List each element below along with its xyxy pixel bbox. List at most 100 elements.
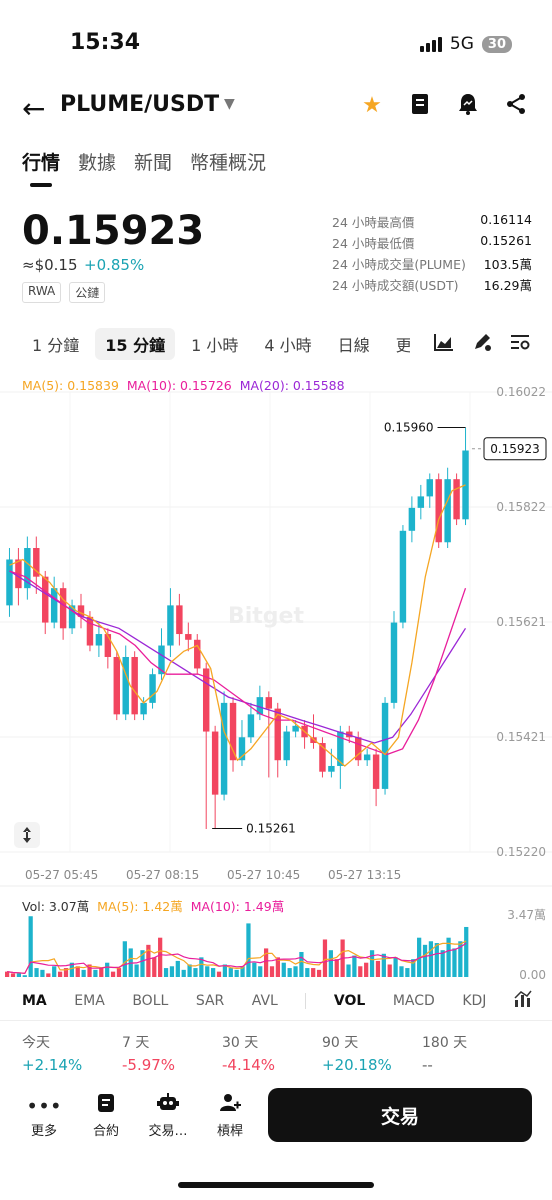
volume-bar	[393, 957, 398, 977]
tab-news[interactable]: 新聞	[134, 152, 173, 174]
contract-button[interactable]: 合約	[84, 1092, 128, 1139]
candle	[453, 479, 460, 520]
ind-boll[interactable]: BOLL	[132, 993, 169, 1009]
volume-bar	[169, 966, 175, 977]
candle	[426, 479, 433, 497]
ma10-legend: MA(10): 0.15726	[126, 378, 232, 393]
chart-type-icon[interactable]	[433, 333, 454, 355]
volume-bar	[240, 966, 245, 977]
vol-ma5-line	[7, 940, 467, 975]
candle	[24, 548, 31, 589]
volume-bar	[452, 948, 457, 977]
ind-sar[interactable]: SAR	[195, 993, 225, 1009]
ind-divider	[305, 993, 307, 1009]
tag-rwa[interactable]: RWA	[22, 282, 62, 303]
margin-button[interactable]: 槓桿	[208, 1092, 252, 1139]
alert-bell-icon[interactable]	[454, 92, 482, 120]
ind-ma[interactable]: MA	[22, 993, 47, 1009]
x-tick-label: 05-27 05:45	[25, 868, 98, 882]
network-label: 5G	[449, 34, 474, 54]
ma20-line	[9, 570, 467, 744]
volume-bar	[46, 973, 51, 977]
interval-1m[interactable]: 1 分鐘	[32, 336, 80, 355]
candle	[176, 605, 183, 635]
volume-bar	[222, 964, 228, 977]
volume-bar	[281, 962, 286, 977]
volume-bar	[93, 969, 98, 977]
last-price: 0.15923	[22, 208, 205, 254]
volume-bar	[87, 964, 92, 977]
signal-icon	[419, 36, 442, 52]
vol-ma5-label: MA(5): 1.42萬	[97, 899, 183, 914]
more-button[interactable]: ••• 更多	[22, 1092, 66, 1139]
ind-macd[interactable]: MACD	[392, 993, 435, 1009]
y-tick-label: 0.15421	[496, 730, 546, 744]
chevron-down-icon[interactable]: ▼	[224, 96, 235, 112]
volume-bar	[440, 950, 445, 977]
ind-avl[interactable]: AVL	[251, 993, 278, 1009]
volume-bar	[28, 916, 33, 977]
indicator-settings-icon[interactable]	[510, 333, 530, 355]
draw-tool-icon[interactable]	[472, 332, 492, 356]
candle	[211, 731, 219, 795]
status-time: 15:34	[70, 30, 141, 55]
back-arrow-icon[interactable]: ←	[22, 92, 46, 125]
star-icon[interactable]: ★	[362, 93, 382, 118]
candle	[355, 737, 362, 761]
candle	[229, 702, 237, 761]
ind-kdj[interactable]: KDJ	[462, 993, 487, 1009]
interval-more[interactable]: 更多	[395, 336, 410, 355]
volume-bar	[110, 971, 116, 977]
status-bar-right: 5G 30	[419, 34, 512, 54]
volume-bar	[387, 964, 392, 977]
battery-icon: 30	[481, 35, 512, 53]
header-actions: ★	[358, 92, 530, 120]
tag-public-chain[interactable]: 公鏈	[69, 282, 106, 303]
candle	[435, 479, 442, 543]
volume-bar	[446, 937, 451, 977]
candle	[328, 765, 335, 772]
ind-ema[interactable]: EMA	[74, 993, 105, 1009]
ma5-line	[9, 484, 466, 767]
pair-title[interactable]: PLUME/USDT	[60, 92, 220, 117]
x-tick-label: 05-27 10:45	[227, 868, 300, 882]
share-icon[interactable]	[502, 92, 530, 120]
price-change: +0.85%	[84, 256, 145, 274]
volume-bar	[316, 969, 322, 977]
volume-bar	[352, 955, 357, 977]
notebook-icon[interactable]	[406, 92, 434, 120]
candle	[319, 743, 326, 772]
tab-coin-overview[interactable]: 幣種概況	[190, 152, 267, 174]
trading-bot-button[interactable]: 交易…	[146, 1092, 190, 1139]
indicator-chart-icon[interactable]	[514, 990, 532, 1012]
vol-ma10-line	[7, 942, 467, 975]
volume-bar	[299, 951, 304, 977]
trade-button[interactable]: 交易	[268, 1088, 532, 1142]
ind-vol[interactable]: VOL	[333, 993, 366, 1009]
interval-4h[interactable]: 4 小時	[264, 336, 312, 355]
main-tabs: 行情 數據 新聞 幣種概況	[22, 148, 266, 175]
candlestick-chart[interactable]: 0.16022 0.15822 0.15621 0.15421 0.15220 Bitge…	[0, 372, 552, 990]
performance-row: 今天 +2.14% 7 天 -5.97% 30 天 -4.14% 90 天 +20.18…	[22, 1032, 532, 1074]
tab-data[interactable]: 數據	[78, 152, 117, 174]
interval-1d[interactable]: 日線	[337, 336, 370, 355]
volume-bar	[146, 944, 151, 977]
bottom-actions: ••• 更多 合約 交易… 槓桿	[22, 1092, 252, 1139]
volume-bar	[375, 960, 381, 977]
volume-bar	[63, 968, 69, 977]
candle	[77, 605, 85, 617]
stat-row: 24 小時最高價 0.16114	[332, 212, 532, 230]
volume-bar	[269, 966, 275, 977]
interval-15m[interactable]: 15 分鐘	[95, 328, 176, 360]
ma20-legend: MA(20): 0.15588	[239, 378, 345, 393]
volume-bar	[411, 959, 416, 977]
ma10-line	[9, 570, 467, 756]
volume-bar	[252, 962, 257, 977]
candle	[408, 507, 416, 531]
candle	[337, 731, 344, 766]
indicator-tabs: MA EMA BOLL SAR AVL VOL MACD KDJ	[22, 990, 532, 1012]
tab-market[interactable]: 行情	[22, 152, 61, 174]
volume-bar	[234, 969, 239, 977]
interval-1h[interactable]: 1 小時	[191, 336, 239, 355]
high-price-label: 0.15960	[384, 421, 434, 435]
